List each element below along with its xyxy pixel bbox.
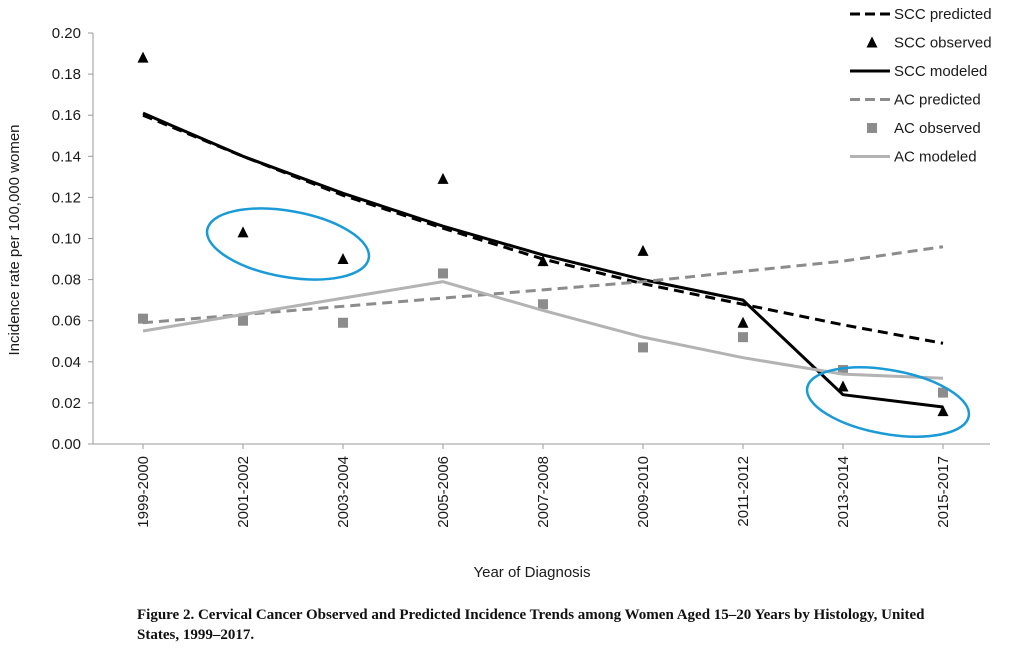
- scc-observed-point: [837, 380, 849, 392]
- y-axis-ticks: 0.00 0.02 0.04 0.06 0.08 0.10 0.12 0.14 0.16 0.18…: [52, 25, 93, 453]
- y-tick-label: 0.20: [52, 25, 81, 42]
- scc-observed-point: [337, 253, 349, 265]
- x-tick-label: 1999-2000: [135, 456, 152, 528]
- x-tick-label: 2009-2010: [635, 456, 652, 528]
- y-tick-label: 0.18: [52, 66, 81, 83]
- x-tick-label: 2015-2017: [935, 456, 952, 528]
- ac-observed-point: [938, 387, 948, 398]
- y-tick-label: 0.12: [52, 189, 81, 206]
- chart: 0.00 0.02 0.04 0.06 0.08 0.10 0.12 0.14 0.16 0.18…: [6, 6, 992, 581]
- ac-observed-point: [438, 268, 448, 279]
- highlight-ellipse: [805, 366, 971, 438]
- y-tick-label: 0.10: [52, 231, 81, 248]
- scc-modeled-line: [142, 111, 944, 409]
- legend-label: SCC modeled: [894, 63, 987, 80]
- ac-observed-point: [638, 342, 648, 353]
- scc-observed-point: [137, 51, 149, 63]
- ac-predicted-line: [142, 245, 944, 325]
- x-tick-label: 2007-2008: [535, 456, 552, 528]
- legend-label: AC observed: [894, 120, 981, 137]
- legend-label: AC modeled: [894, 149, 977, 166]
- x-tick-label: 2001-2002: [235, 456, 252, 528]
- legend-label: AC predicted: [894, 92, 981, 109]
- legend: SCC predicted SCC observed SCC modeled AC p…: [850, 6, 992, 166]
- x-tick-label: 2005-2006: [435, 456, 452, 528]
- x-axis-title: Year of Diagnosis: [473, 564, 590, 581]
- y-tick-label: 0.16: [52, 107, 81, 124]
- ac-observed-point: [838, 365, 848, 376]
- y-tick-label: 0.08: [52, 272, 81, 289]
- ac-observed-point: [538, 299, 548, 310]
- x-tick-label: 2013-2014: [835, 456, 852, 528]
- scc-observed-point: [437, 172, 449, 184]
- scc-observed-point: [737, 316, 749, 328]
- y-tick-label: 0.14: [52, 148, 81, 165]
- y-tick-label: 0.00: [52, 436, 81, 453]
- ac-observed-point: [238, 315, 248, 326]
- y-tick-label: 0.02: [52, 395, 81, 412]
- scc-observed-point: [537, 255, 549, 267]
- x-tick-label: 2003-2004: [335, 456, 352, 528]
- ac-observed-point: [738, 332, 748, 343]
- scc-observed-point: [937, 405, 949, 417]
- legend-swatch-scc-observed: [866, 36, 878, 48]
- annotation-layer: [205, 207, 971, 438]
- legend-label: SCC predicted: [894, 6, 992, 23]
- series-layer: [137, 51, 949, 417]
- figure-caption: Figure 2. Cervical Cancer Observed and P…: [137, 607, 925, 643]
- x-axis-ticks: 1999-2000 2001-2002 2003-2004 2005-2006 2007…: [135, 444, 952, 528]
- ac-observed-point: [338, 317, 348, 328]
- scc-observed-point: [637, 244, 649, 256]
- y-tick-label: 0.04: [52, 354, 81, 371]
- highlight-ellipse: [205, 207, 371, 281]
- y-axis-title: Incidence rate per 100,000 women: [6, 125, 23, 356]
- ac-observed-point: [138, 313, 148, 324]
- scc-observed-point: [237, 226, 249, 238]
- x-tick-label: 2011-2012: [735, 456, 752, 527]
- y-tick-label: 0.06: [52, 313, 81, 330]
- ac-modeled-line: [142, 280, 944, 380]
- legend-label: SCC observed: [894, 35, 992, 52]
- legend-swatch-ac-observed: [867, 123, 877, 133]
